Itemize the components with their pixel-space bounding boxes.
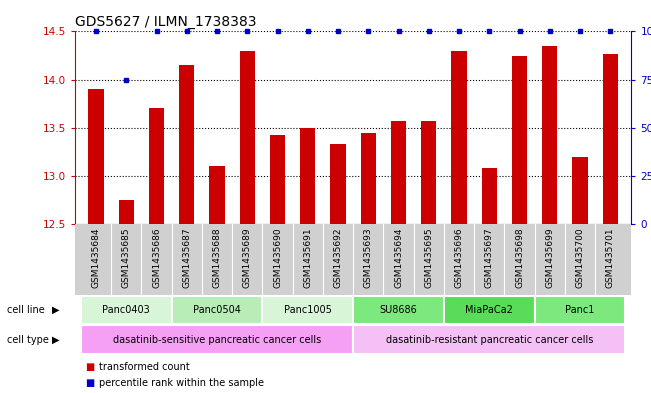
Text: GSM1435684: GSM1435684 — [92, 228, 100, 288]
Text: percentile rank within the sample: percentile rank within the sample — [99, 378, 264, 388]
Text: cell type: cell type — [7, 334, 48, 345]
Text: GSM1435699: GSM1435699 — [546, 228, 554, 288]
Bar — [353, 296, 444, 324]
Text: GSM1435698: GSM1435698 — [515, 228, 524, 288]
Text: ■: ■ — [85, 378, 94, 388]
Text: Panc0403: Panc0403 — [102, 305, 150, 315]
Text: GSM1435689: GSM1435689 — [243, 228, 252, 288]
Bar — [240, 51, 255, 224]
Bar — [89, 89, 104, 224]
Bar — [81, 325, 353, 354]
Bar — [512, 55, 527, 224]
Bar — [542, 46, 557, 224]
Bar — [421, 121, 436, 224]
Text: GSM1435694: GSM1435694 — [394, 228, 403, 288]
Bar — [270, 136, 285, 224]
Text: ▶: ▶ — [51, 334, 59, 345]
Bar — [81, 296, 172, 324]
Text: SU8686: SU8686 — [380, 305, 417, 315]
Text: GSM1435696: GSM1435696 — [454, 228, 464, 288]
Bar — [353, 325, 626, 354]
Bar — [118, 200, 134, 224]
Text: GSM1435688: GSM1435688 — [212, 228, 221, 288]
Text: GSM1435693: GSM1435693 — [364, 228, 373, 288]
Bar — [603, 53, 618, 224]
Text: dasatinib-sensitive pancreatic cancer cells: dasatinib-sensitive pancreatic cancer ce… — [113, 334, 321, 345]
Bar — [572, 157, 588, 224]
Bar — [149, 108, 164, 224]
Bar — [210, 166, 225, 224]
Text: MiaPaCa2: MiaPaCa2 — [465, 305, 513, 315]
Bar — [300, 128, 315, 224]
Bar — [262, 296, 353, 324]
Text: GSM1435697: GSM1435697 — [485, 228, 494, 288]
Text: Panc1005: Panc1005 — [284, 305, 332, 315]
Text: GSM1435701: GSM1435701 — [606, 228, 615, 288]
Text: ▶: ▶ — [51, 305, 59, 315]
Bar — [482, 168, 497, 224]
Bar — [452, 51, 467, 224]
Text: Panc1: Panc1 — [565, 305, 595, 315]
Text: GSM1435686: GSM1435686 — [152, 228, 161, 288]
Text: dasatinib-resistant pancreatic cancer cells: dasatinib-resistant pancreatic cancer ce… — [385, 334, 593, 345]
Text: GSM1435685: GSM1435685 — [122, 228, 131, 288]
Text: GSM1435700: GSM1435700 — [575, 228, 585, 288]
Text: ■: ■ — [85, 362, 94, 373]
Text: cell line: cell line — [7, 305, 44, 315]
Bar — [172, 296, 262, 324]
Bar — [534, 296, 626, 324]
Text: Panc0504: Panc0504 — [193, 305, 241, 315]
Text: GSM1435692: GSM1435692 — [333, 228, 342, 288]
Text: GSM1435691: GSM1435691 — [303, 228, 312, 288]
Text: transformed count: transformed count — [99, 362, 189, 373]
Bar — [179, 65, 195, 224]
Text: GSM1435690: GSM1435690 — [273, 228, 282, 288]
Bar — [444, 296, 534, 324]
Bar — [331, 144, 346, 224]
Text: GSM1435695: GSM1435695 — [424, 228, 434, 288]
Bar — [391, 121, 406, 224]
Bar — [361, 132, 376, 224]
Text: GDS5627 / ILMN_1738383: GDS5627 / ILMN_1738383 — [75, 15, 256, 29]
Text: GSM1435687: GSM1435687 — [182, 228, 191, 288]
